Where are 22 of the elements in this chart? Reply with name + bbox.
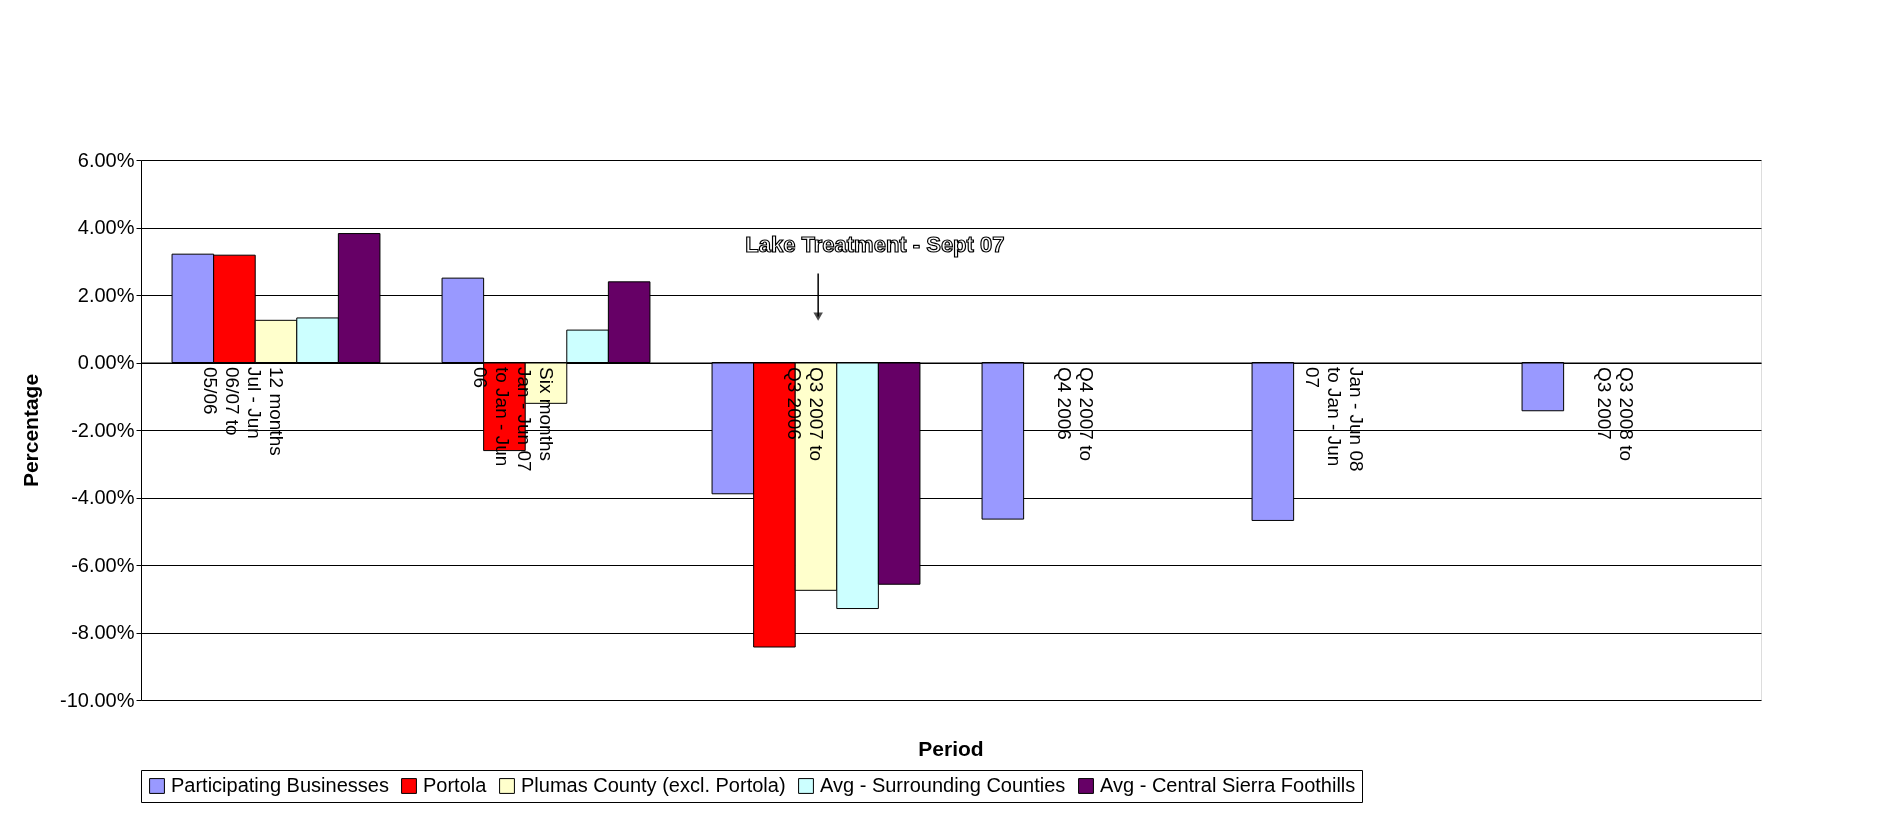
y-tick-label: 0.00%: [77, 351, 135, 373]
x-tick-label: Six months Jan - Jun 07 to Jan - Jun 06: [470, 367, 557, 472]
x-tick-label: Q3 2007 to Q3 2006: [784, 367, 827, 462]
annotation: Lake Treatment - Sept 07: [745, 232, 1005, 258]
legend-label: Plumas County (excl. Portola): [521, 774, 786, 796]
y-tick-label: -6.00%: [71, 553, 135, 576]
legend-label: Portola: [423, 774, 488, 796]
y-tick-label: 6.00%: [77, 148, 135, 171]
y-tick-label: 2.00%: [77, 283, 135, 306]
y-tick-label: -8.00%: [71, 621, 135, 643]
y-tick-label: -2.00%: [71, 418, 135, 441]
x-tick-label: Jan - Jun 08 to Jan - Jun 07: [1302, 367, 1367, 472]
x-tick-label: Q3 2008 to Q3 2007: [1594, 367, 1637, 462]
x-tick-label: Q4 2007 to Q4 2006: [1054, 367, 1097, 462]
x-axis-title: Period: [918, 737, 984, 760]
legend-label: Avg - Surrounding Counties: [820, 774, 1066, 796]
y-tick-label: 4.00%: [77, 216, 135, 238]
legend-label: Avg - Central Sierra Foothills: [1100, 774, 1356, 796]
y-tick-label: -10.00%: [60, 688, 135, 711]
legend-label: Participating Businesses: [171, 774, 389, 796]
y-axis-title: Percentage: [19, 373, 43, 488]
y-tick-label: -4.00%: [71, 486, 135, 508]
